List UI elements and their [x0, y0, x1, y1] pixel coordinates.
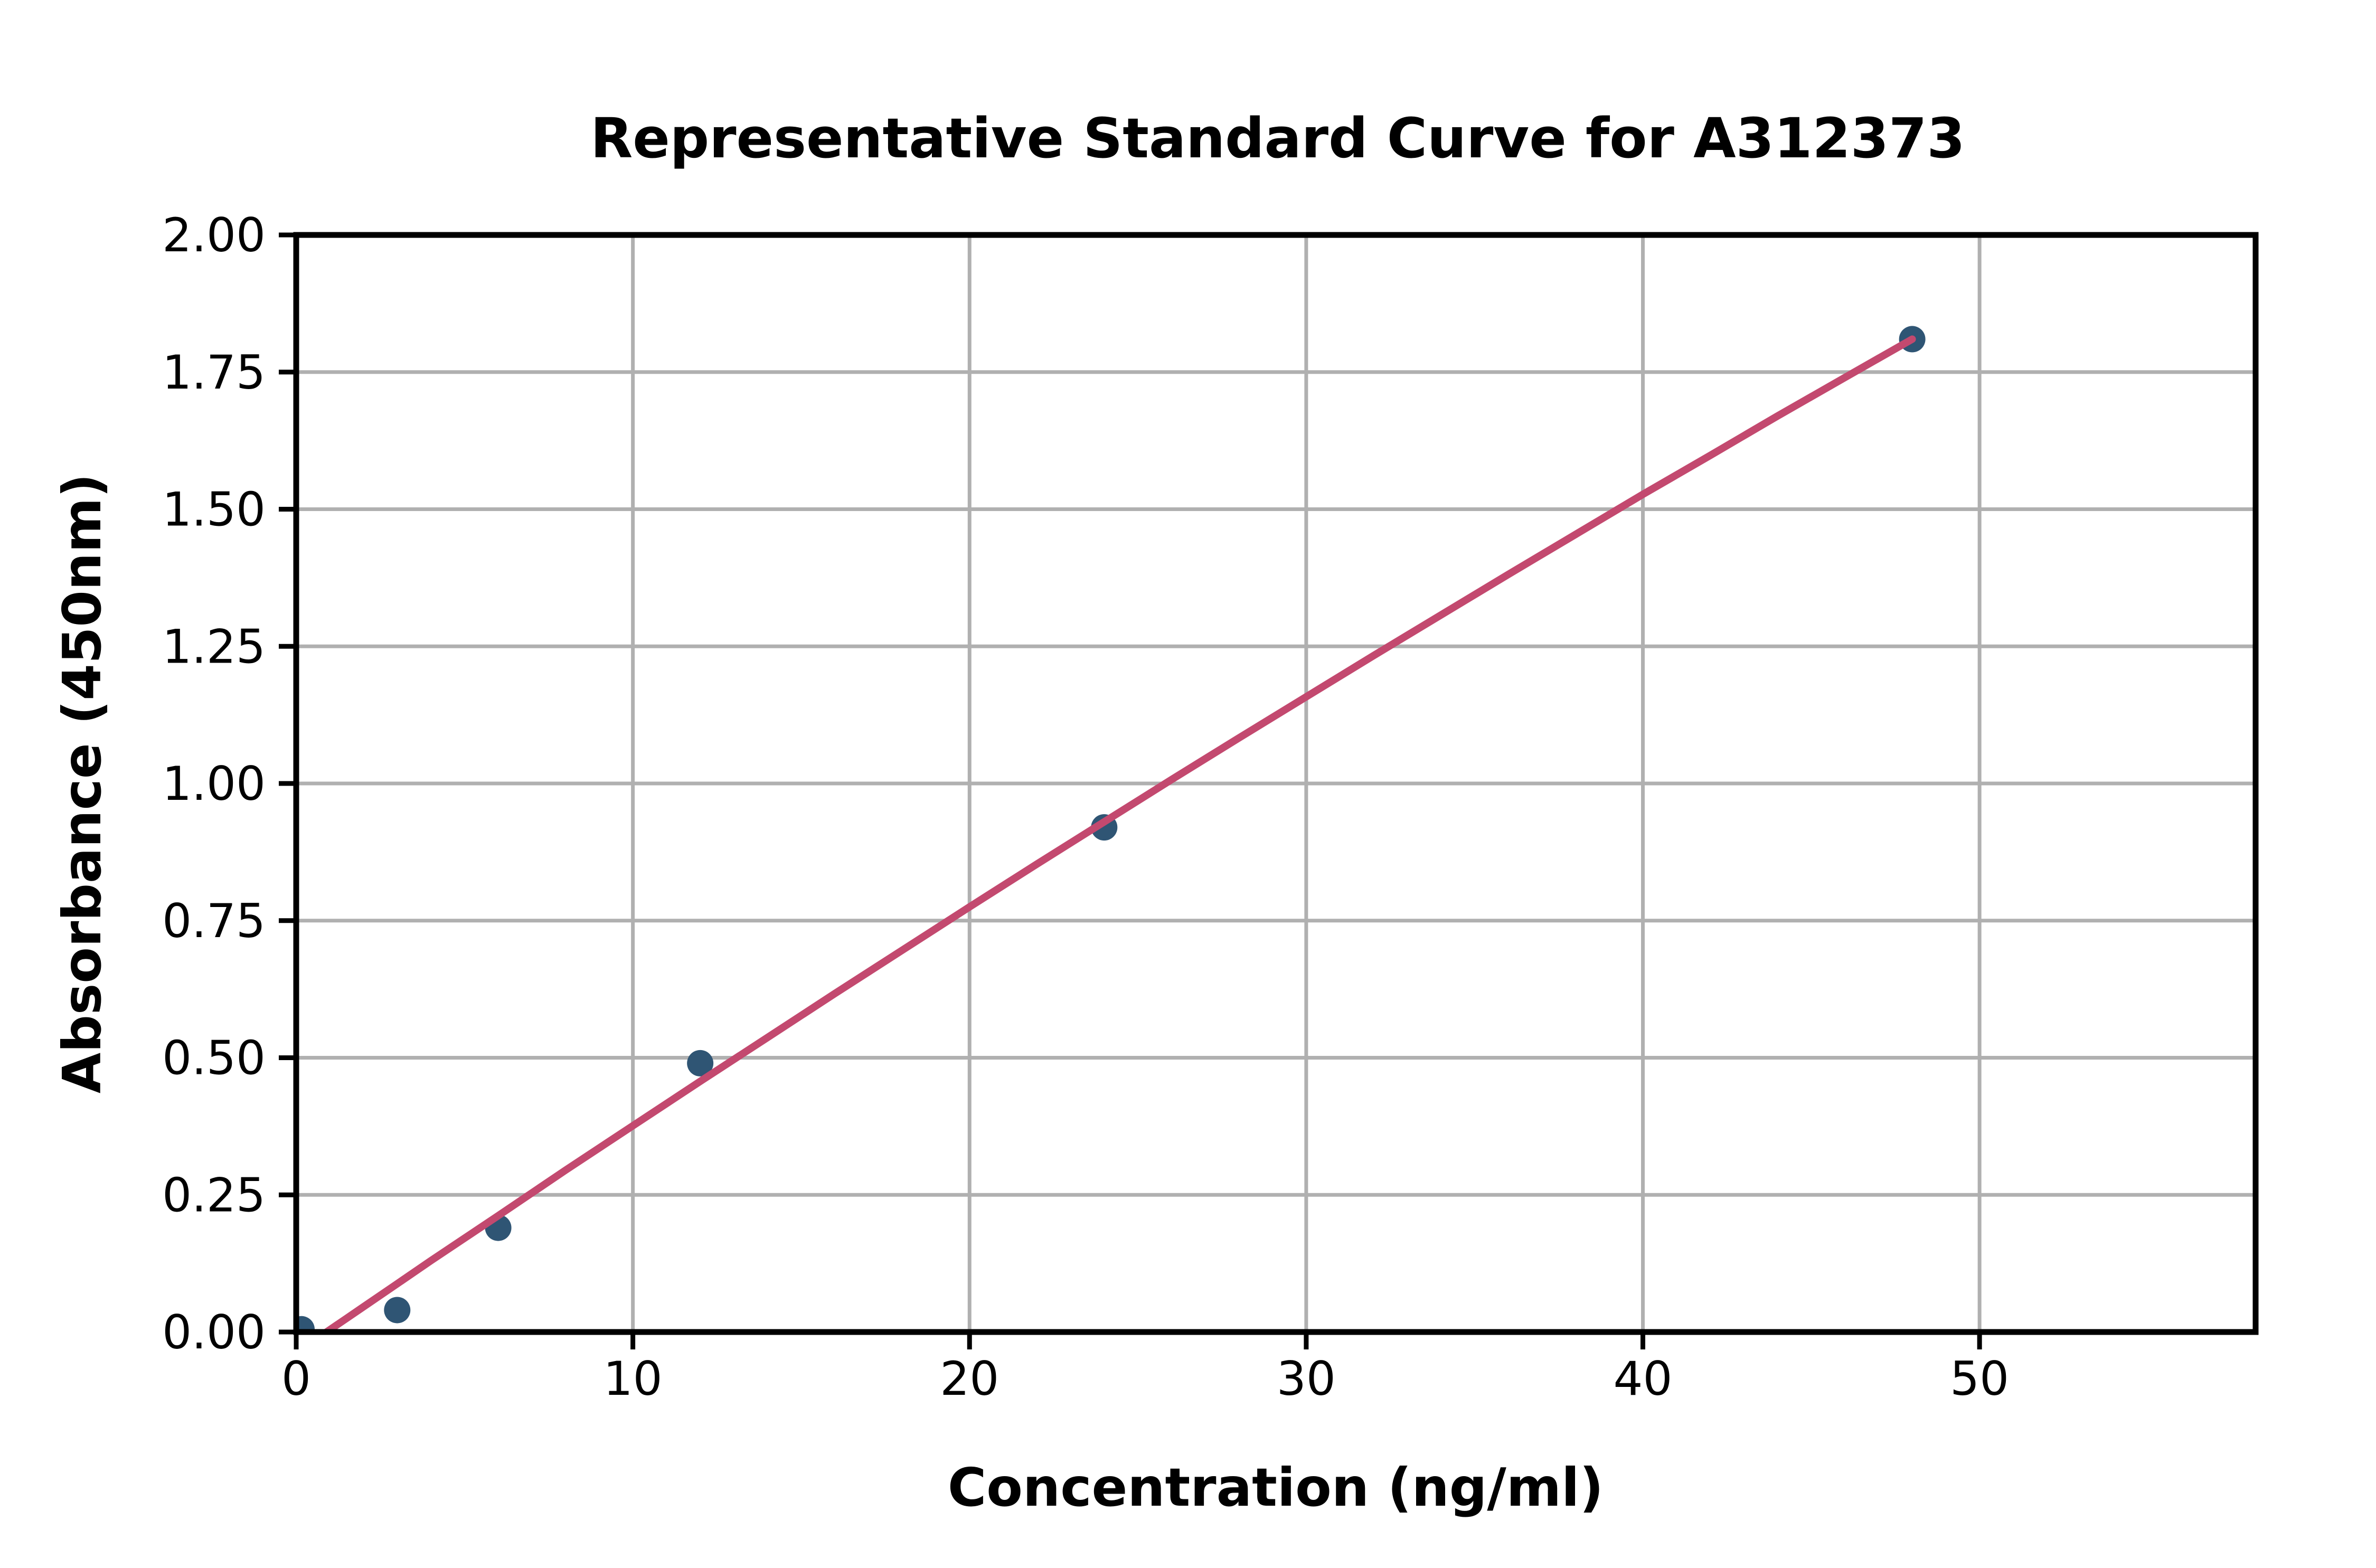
fit-curve-line	[323, 335, 1916, 1332]
y-tick-label-0.5: 0.50	[162, 1031, 266, 1085]
grid-layer	[296, 233, 2256, 1332]
y-tick-label-1: 1.00	[162, 757, 266, 811]
y-axis-label: Absorbance (450nm)	[51, 474, 113, 1093]
x-tick-label-50: 50	[1950, 1352, 2009, 1406]
y-tick-label-1.75: 1.75	[162, 345, 266, 400]
x-tick-label-20: 20	[940, 1352, 999, 1406]
x-axis-label: Concentration (ng/ml)	[948, 1457, 1604, 1518]
data-point-1	[384, 1297, 411, 1324]
y-tick-label-1.25: 1.25	[162, 619, 266, 674]
x-tick-label-10: 10	[604, 1352, 663, 1406]
x-tick-label-30: 30	[1277, 1352, 1336, 1406]
chart-title: Representative Standard Curve for A31237…	[590, 106, 1965, 171]
x-tick-label-0: 0	[281, 1352, 311, 1406]
data-point-3	[687, 1050, 714, 1076]
plot-data-layer	[296, 326, 1926, 1332]
y-tick-label-0.25: 0.25	[162, 1168, 266, 1222]
data-point-0	[296, 1316, 315, 1332]
y-tick-label-1.5: 1.50	[162, 483, 266, 537]
y-tick-label-0.75: 0.75	[162, 894, 266, 948]
x-tick-label-40: 40	[1614, 1352, 1673, 1406]
plot-spines	[293, 232, 2259, 1335]
y-tick-label-0: 0.00	[162, 1305, 266, 1359]
y-tick-label-2: 2.00	[162, 208, 266, 262]
axes-layer: 0 10 20 30 40 50 0.00 0.25 0.50 0.75 1.00 1.25 1.50 1…	[162, 208, 2259, 1406]
